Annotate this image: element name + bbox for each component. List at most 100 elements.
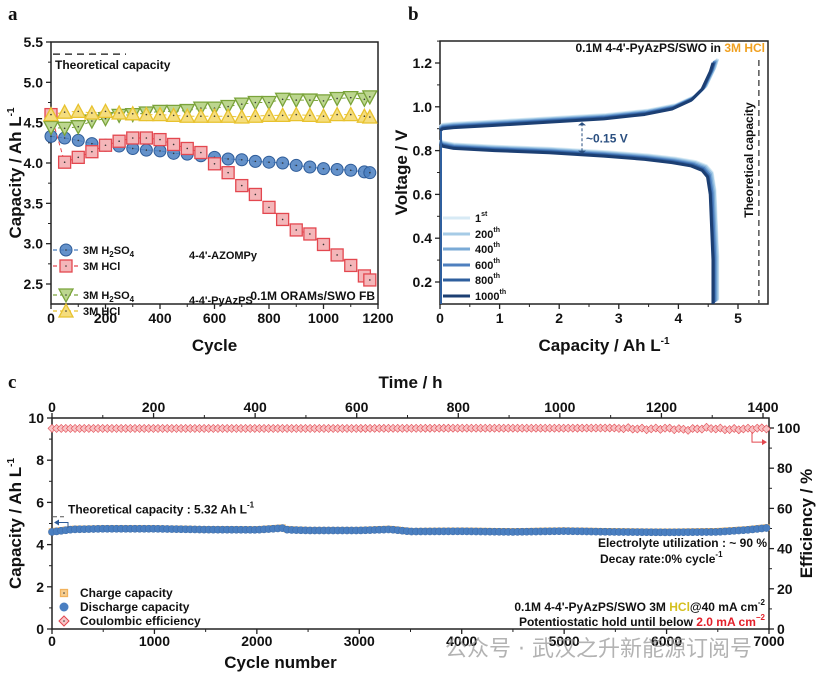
marker-center-dot [172,114,175,117]
legend-a: 3M H2SO4 3M HCl 3M H2SO4 3M HCl 4-4'-AZOMPy 4… [53,243,258,318]
marker-center-dot [336,254,338,256]
marker-center-dot [322,243,325,246]
x-tick-label: 0 [436,310,444,326]
panel-b-chart: 0 1 2 3 4 5 0.2 0.4 0.6 0.8 1.0 1.2 Capacity / Ah L-… [392,40,769,355]
theoretical-capacity-label: Theoretical capacity : 5.32 Ah L-1 [68,501,255,517]
marker-center-dot [63,592,65,594]
x-tick-label: 1 [496,310,504,326]
arrow-head-down [578,150,586,154]
marker-center-dot [254,160,257,163]
marker-center-dot [65,249,67,251]
marker-center-dot [281,114,284,117]
y-axis-label: Capacity / Ah L-1 [6,107,25,239]
marker-center-dot [63,111,66,113]
x-tick-label: 400 [148,310,172,326]
x-tick-label: 6000 [651,633,682,649]
y-tick-label: 10 [28,410,44,426]
marker-center-dot [159,113,161,116]
y-tick-label: 0 [36,621,44,637]
marker-center-dot [145,113,148,116]
marker-center-dot [63,161,66,163]
x-axis-label: Cycle number [224,653,337,672]
marker-center-dot [118,140,120,143]
x-tick-label: 1000 [139,633,170,649]
marker-center-dot [349,96,352,99]
marker-center-dot [349,264,352,267]
marker-center-dot [186,115,189,118]
y-axis-label: Capacity / Ah L-1 [6,458,25,590]
theoretical-capacity-label: Theoretical capacity [55,58,171,72]
y-tick-label: 1.2 [413,55,433,71]
axis-arrow-left [55,521,69,528]
marker-center-dot [322,100,325,102]
marker-center-dot [159,138,161,141]
marker-center-dot [145,149,148,151]
legend-label: 3M HCl [83,261,120,273]
x2-tick-label: 400 [243,399,267,415]
marker-center-dot [309,114,311,117]
legend-label: 3M HCl [83,306,120,318]
arrow-head [762,439,767,446]
x-tick-label: 1000 [308,310,339,326]
marker-center-dot [295,99,298,101]
marker-center-dot [50,126,52,129]
marker-center-dot [363,98,366,101]
marker-center-dot [227,115,229,118]
marker-center-dot [200,151,202,154]
x-tick-label: 2 [555,310,563,326]
marker-center-dot [309,233,311,235]
theoretical-capacity-label: Theoretical capacity [742,102,756,218]
marker-center-dot [295,113,298,116]
marker-center-dot [104,117,107,120]
marker-center-dot [104,144,107,147]
marker-center-dot [369,171,371,174]
marker-center-dot [213,163,216,165]
panel-a-chart: 0 200 400 600 800 1000 1200 2.5 3.0 3.5 4.0 4.5 5.0 5… [6,34,394,355]
condition-annotation: 0.1M ORAMs/SWO FB [250,289,375,303]
cycle-curve-1000th [439,62,715,304]
x-tick-label: 4000 [446,633,477,649]
marker-center-dot [63,137,66,139]
x-tick-label: 800 [257,310,281,326]
legend-label: 800th [475,273,500,287]
legend-label: 1st [475,211,488,225]
marker-center-dot [336,113,338,116]
y-tick-label: 4.5 [24,115,44,131]
marker-center-dot [268,161,270,163]
x2-tick-label: 1200 [646,399,677,415]
marker-center-dot [131,147,134,150]
legend-label: 600th [475,258,500,272]
x2-tick-label: 200 [142,399,166,415]
y-axis-label: Voltage / V [392,129,411,215]
marker-center-dot [77,110,80,113]
series-discharge-capacity [48,524,771,537]
marker-center-dot [159,150,161,152]
marker-center-dot [349,113,352,116]
y-tick-label: 3.0 [24,236,44,252]
y-tick-label: 3.5 [24,195,44,211]
marker-center-dot [227,171,229,174]
marker-center-dot [281,98,284,101]
marker-center-dot [50,113,52,116]
marker-center-dot [295,229,298,231]
marker-center-dot [63,127,66,130]
marker-center-dot [309,166,311,168]
panel-label-c: c [8,372,16,393]
marker-center-dot [118,112,120,114]
marker-center-dot [322,115,325,118]
y2-tick-label: 0 [777,621,785,637]
marker-center-dot [172,152,175,155]
potentiostatic-hold-label: Potentiostatic hold until below 2.0 mA c… [519,613,766,629]
marker-center-dot [322,167,325,170]
electrolyte-utilization-label: Electrolyte utilization : ~ 90 % [598,536,767,550]
marker-center-dot [240,116,243,118]
legend-label: 400th [475,242,500,256]
axis-arrow-right [751,432,766,443]
x-tick-label: 5 [734,310,742,326]
legend-label: Discharge capacity [80,600,190,614]
arrow-head [54,519,59,526]
x2-tick-label: 0 [48,399,56,415]
marker-center-dot [145,137,148,139]
marker-center-dot [50,135,52,138]
